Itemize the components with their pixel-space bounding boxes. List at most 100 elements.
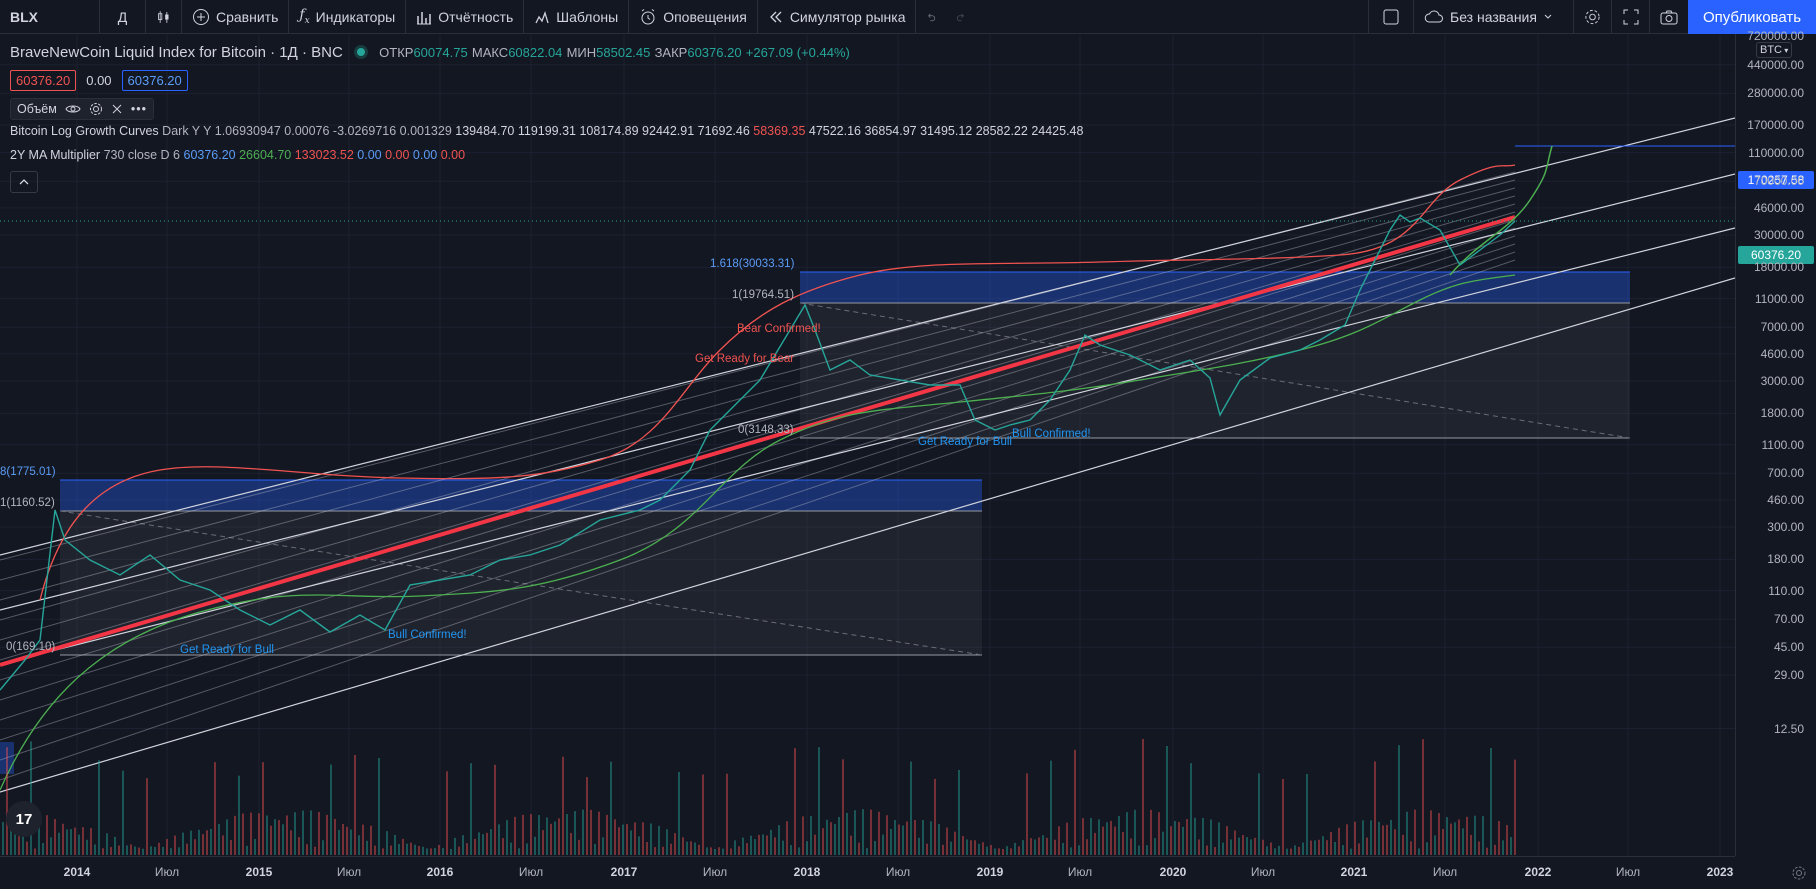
volume-bar	[482, 834, 484, 855]
growth-curve-boundary	[0, 277, 1735, 793]
volume-bar	[750, 835, 752, 855]
compare-button[interactable]: Сравнить	[182, 0, 290, 34]
time-axis[interactable]: 17 2014 Июл 2015 Июл 2016 Июл 2017 Июл 2018 Июл 20…	[0, 801, 1806, 889]
close-icon[interactable]	[111, 103, 123, 115]
volume-bar	[926, 843, 928, 855]
indicator-value: 119199.31	[517, 124, 580, 138]
volume-bar	[838, 816, 840, 855]
financials-button[interactable]: Отчётность	[406, 0, 525, 34]
volume-bar	[1338, 827, 1340, 855]
alerts-button[interactable]: Оповещения	[629, 0, 758, 34]
interval-button[interactable]: Д	[100, 0, 146, 34]
redo-button[interactable]	[946, 0, 976, 34]
collapse-legend-button[interactable]	[10, 171, 38, 193]
indicator-value: 0.00	[412, 148, 441, 162]
volume-bar	[1002, 848, 1004, 855]
volume-bar	[282, 824, 284, 855]
volume-bar	[1034, 839, 1036, 855]
price-axis[interactable]: BTC ▾ 170257.58 60376.20 720000.00 440000…	[1735, 29, 1816, 856]
volume-bar	[1446, 817, 1448, 855]
volume-bar	[1070, 847, 1072, 855]
volume-bar	[130, 844, 132, 855]
volume-bar	[522, 814, 524, 855]
volume-bar	[1386, 824, 1388, 855]
volume-bar	[394, 834, 396, 855]
volume-bar	[706, 847, 708, 855]
buy-price[interactable]: 60376.20	[121, 70, 188, 91]
volume-bar	[370, 825, 372, 855]
bid-ask-row: 60376.20 0.00 60376.20	[10, 70, 188, 91]
price-chart[interactable]	[0, 34, 1735, 856]
gear-icon[interactable]	[89, 102, 103, 116]
last-price-label: 60376.20	[1738, 246, 1814, 264]
volume-bar	[1046, 837, 1048, 855]
growth-curve-boundary	[0, 117, 1735, 556]
growth-curve-line	[0, 203, 1516, 641]
volume-bar	[1470, 834, 1472, 855]
screenshot-button[interactable]	[1650, 0, 1688, 34]
settings-button[interactable]	[1574, 0, 1612, 34]
volume-bar	[538, 815, 540, 855]
indicator-value: 92442.91	[642, 124, 698, 138]
volume-bar	[774, 837, 776, 855]
volume-bar	[1290, 848, 1292, 855]
volume-bar	[1258, 773, 1260, 855]
volume-bar	[222, 835, 224, 855]
volume-bar	[1366, 837, 1368, 855]
undo-button[interactable]	[916, 0, 946, 34]
volume-bar	[1010, 848, 1012, 855]
volume-bar	[1286, 848, 1288, 855]
volume-bar	[702, 774, 704, 855]
gear-icon[interactable]	[1791, 865, 1807, 881]
volume-bar	[118, 845, 120, 855]
volume-bar	[374, 845, 376, 855]
volume-bar	[1274, 848, 1276, 855]
more-icon[interactable]: •••	[130, 102, 147, 116]
price-tick: 29.00	[1773, 668, 1804, 683]
replay-button[interactable]: Симулятор рынка	[758, 0, 917, 34]
volume-bar	[1498, 821, 1500, 855]
save-layout-button[interactable]: Без названия	[1414, 0, 1574, 34]
volume-bar	[290, 830, 292, 855]
indicator-2y-ma[interactable]: 2Y MA Multiplier 730 close D 6 60376.20 …	[10, 148, 465, 162]
indicators-button[interactable]: ƒx Индикаторы	[289, 0, 407, 34]
volume-bar	[1394, 829, 1396, 855]
currency-selector[interactable]: BTC ▾	[1756, 42, 1793, 58]
price-tick: 110.00	[1768, 583, 1804, 598]
volume-bar	[934, 778, 936, 855]
volume-bar	[870, 809, 872, 855]
volume-bar	[1142, 739, 1144, 855]
price-tick: 7000.00	[1760, 320, 1804, 335]
indicator-log-growth[interactable]: Bitcoin Log Growth Curves Dark Y Y 1.069…	[10, 124, 1083, 138]
fullscreen-button[interactable]	[1612, 0, 1650, 34]
volume-bar	[1226, 826, 1228, 855]
volume-bar	[50, 837, 52, 855]
volume-bar	[638, 836, 640, 855]
volume-bar	[1430, 810, 1432, 855]
fib-label: 1.618(30033.31)	[710, 258, 795, 270]
volume-bar	[442, 847, 444, 855]
volume-bar	[1054, 839, 1056, 855]
sell-price[interactable]: 60376.20	[10, 70, 77, 91]
volume-bar	[574, 811, 576, 855]
eye-icon[interactable]	[65, 103, 81, 115]
chart-type-button[interactable]	[146, 0, 182, 34]
layout-button[interactable]	[1368, 0, 1414, 34]
volume-bar	[1198, 839, 1200, 855]
symbol-search[interactable]: BLX	[0, 0, 100, 34]
volume-bar	[698, 844, 700, 855]
volume-bar	[950, 841, 952, 855]
volume-bar	[154, 846, 156, 855]
volume-bar	[1490, 747, 1492, 855]
growth-curve-boundary	[0, 227, 1735, 665]
volume-bar	[390, 845, 392, 855]
volume-bar	[34, 848, 36, 855]
cloud-icon	[1424, 10, 1443, 23]
volume-bar	[582, 809, 584, 855]
volume-bar	[794, 748, 796, 855]
volume-bar	[1478, 841, 1480, 855]
volume-bar	[850, 835, 852, 855]
templates-button[interactable]: Шаблоны	[524, 0, 630, 34]
publish-button[interactable]: Опубликовать	[1688, 0, 1816, 34]
symbol-title: BraveNewCoin Liquid Index for Bitcoin · …	[10, 44, 343, 61]
